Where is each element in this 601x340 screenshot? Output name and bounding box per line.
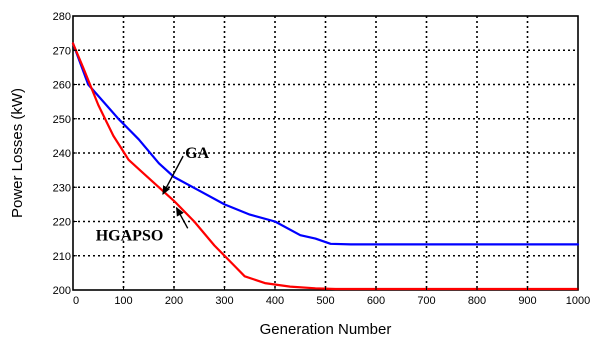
x-tick-label: 0 xyxy=(73,295,79,307)
y-tick-label: 270 xyxy=(53,45,71,57)
ticks: 0 100 200 300 400 500 600 700 800 900 1000 200 210 22… xyxy=(53,11,591,307)
x-tick-label: 800 xyxy=(468,295,486,307)
x-tick-label: 700 xyxy=(417,295,435,307)
y-tick-label: 240 xyxy=(53,148,71,160)
x-tick-label: 500 xyxy=(316,295,334,307)
y-tick-label: 260 xyxy=(53,80,71,92)
y-tick-label: 250 xyxy=(53,114,71,126)
y-tick-label: 280 xyxy=(53,11,71,23)
x-tick-label: 600 xyxy=(367,295,385,307)
series-line-0 xyxy=(71,42,580,246)
annotation-label: HGAPSO xyxy=(96,227,164,244)
x-tick-label: 900 xyxy=(518,295,536,307)
x-tick-label: 200 xyxy=(165,295,183,307)
x-tick-label: 300 xyxy=(215,295,233,307)
y-tick-label: 210 xyxy=(53,251,71,263)
annotation-label: GA xyxy=(185,145,209,162)
series-line-1 xyxy=(71,42,580,291)
y-tick-label: 230 xyxy=(53,182,71,194)
annotations: GA HGAPSO xyxy=(96,145,210,244)
x-tick-label: 400 xyxy=(266,295,284,307)
annotation-arrow xyxy=(162,155,184,195)
x-tick-label: 100 xyxy=(114,295,132,307)
y-axis-title: Power Losses (kW) xyxy=(9,88,26,218)
x-tick-label: 1000 xyxy=(566,295,590,307)
y-tick-label: 200 xyxy=(53,285,71,297)
annotation-arrow xyxy=(175,206,189,229)
series-layer xyxy=(71,42,580,291)
x-axis-title: Generation Number xyxy=(260,321,392,338)
y-tick-label: 220 xyxy=(53,217,71,229)
grid xyxy=(73,16,578,290)
